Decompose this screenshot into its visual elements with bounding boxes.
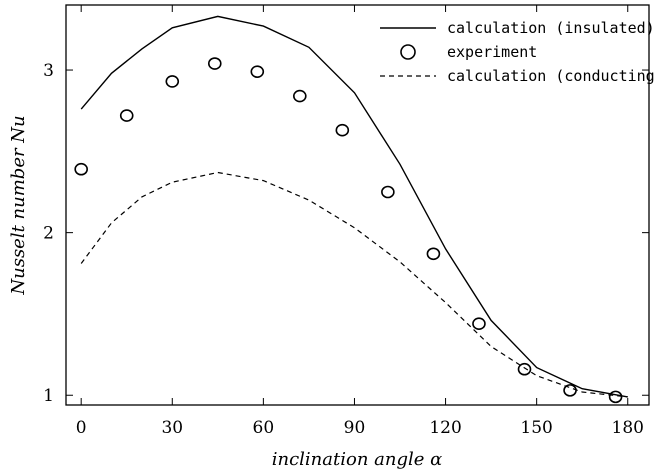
experiment-point xyxy=(517,362,532,376)
legend: calculation (insulated) experiment calcula… xyxy=(380,19,656,85)
y-axis-title: Nusselt number Nu xyxy=(8,115,29,295)
y-tick-label: 3 xyxy=(43,61,54,81)
experiment-point xyxy=(426,247,441,261)
x-tick-label: 60 xyxy=(253,418,275,438)
series xyxy=(74,15,628,404)
legend-label-experiment: experiment xyxy=(447,43,537,61)
plot-frame xyxy=(65,4,650,406)
x-tick-label: 0 xyxy=(76,418,87,438)
conducting-calculation-line xyxy=(80,171,628,398)
y-tick-label: 1 xyxy=(43,386,54,406)
experiment-point xyxy=(207,57,222,70)
legend-label-insulated: calculation (insulated) xyxy=(447,19,655,37)
tick-marks xyxy=(66,5,649,405)
x-tick-label: 30 xyxy=(161,418,183,438)
legend-label-conducting: calculation (conducting) xyxy=(447,67,656,85)
experiment-point xyxy=(74,162,88,176)
experiment-point xyxy=(472,317,486,330)
experiment-point xyxy=(381,185,395,199)
axes xyxy=(65,4,650,406)
experiment-point xyxy=(293,89,307,103)
experiment-point xyxy=(335,123,350,137)
x-axis-title: inclination angle α xyxy=(272,449,443,470)
experiment-point xyxy=(250,65,265,78)
experiment-point xyxy=(165,75,180,88)
tick-labels: 0 30 60 90 120 150 180 1 2 3 xyxy=(43,61,644,438)
experiment-point xyxy=(608,390,623,404)
x-tick-label: 150 xyxy=(520,418,552,438)
legend-swatch-experiment xyxy=(400,44,416,60)
x-tick-label: 120 xyxy=(429,418,461,438)
x-tick-label: 180 xyxy=(612,418,644,438)
y-tick-label: 2 xyxy=(43,224,54,244)
x-tick-label: 90 xyxy=(344,418,366,438)
insulated-calculation-line xyxy=(80,15,628,398)
experiment-point xyxy=(119,109,134,122)
